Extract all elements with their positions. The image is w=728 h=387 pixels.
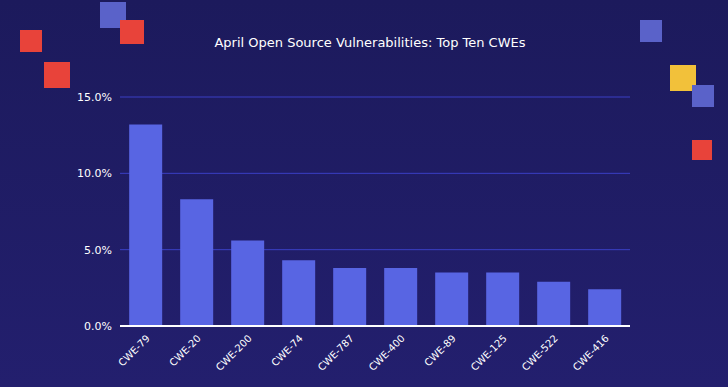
html-text:April Open Source Vulnerabilit: April Open Source Vulnerabilities: Top T… xyxy=(214,35,526,50)
svg-text:CWE-20: CWE-20 xyxy=(167,333,203,369)
svg-text:CWE-79: CWE-79 xyxy=(116,333,152,369)
svg-text:CWE-522: CWE-522 xyxy=(520,333,560,373)
svg-text:CWE-89: CWE-89 xyxy=(422,333,458,369)
svg-text:CWE-125: CWE-125 xyxy=(469,333,509,373)
svg-text:CWE-74: CWE-74 xyxy=(269,333,305,369)
svg-text:CWE-400: CWE-400 xyxy=(367,333,407,373)
svg-text:CWE-416: CWE-416 xyxy=(571,333,611,373)
svg-text:10.0%: 10.0% xyxy=(77,167,112,180)
svg-text:0.0%: 0.0% xyxy=(84,320,112,333)
svg-text:15.0%: 15.0% xyxy=(77,91,112,104)
svg-text:CWE-787: CWE-787 xyxy=(316,333,356,373)
svg-text:CWE-200: CWE-200 xyxy=(214,333,254,373)
svg-text:5.0%: 5.0% xyxy=(84,244,112,257)
